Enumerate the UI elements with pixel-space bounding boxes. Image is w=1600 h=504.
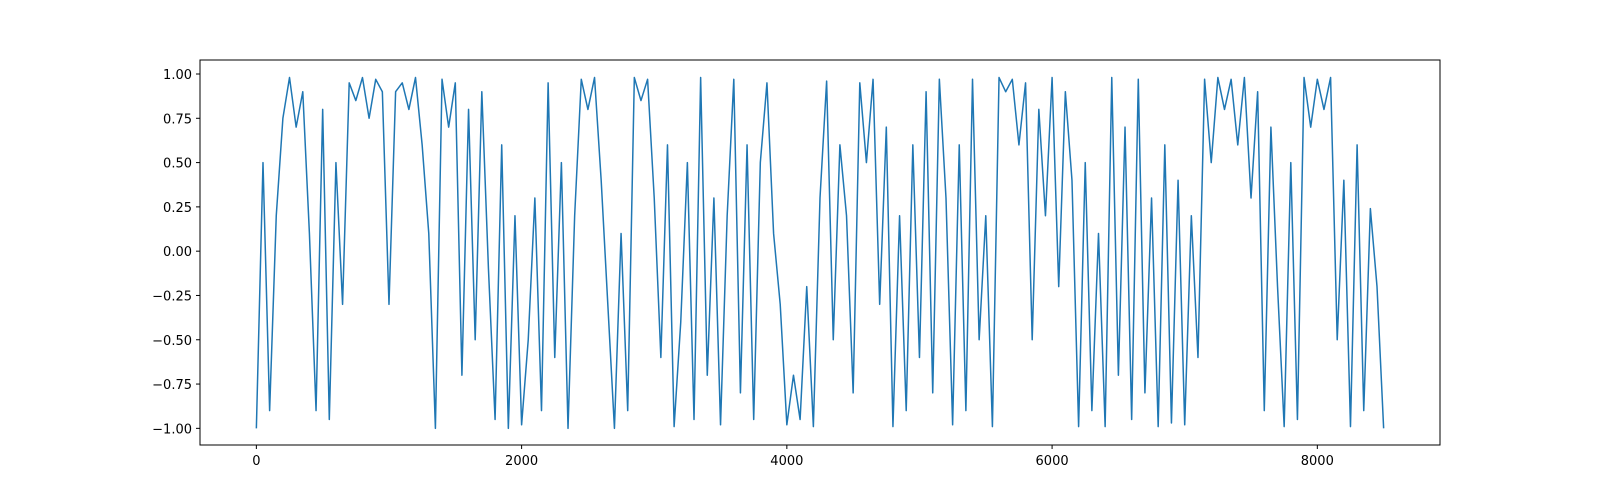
data-line — [255, 76, 1385, 430]
y-tick-label: 0.00 — [163, 245, 192, 260]
x-tick-label: 4000 — [770, 454, 803, 469]
x-tick-label: 2000 — [505, 454, 538, 469]
y-tick-label: −0.75 — [152, 378, 192, 393]
y-tick-label: 0.25 — [163, 201, 192, 216]
x-tick-label: 0 — [252, 454, 260, 469]
y-tick-label: 1.00 — [163, 68, 192, 83]
plot-frame — [199, 59, 1441, 446]
y-tick-label: 0.50 — [163, 157, 192, 172]
y-tick-label: −1.00 — [152, 422, 192, 437]
y-tick-label: −0.25 — [152, 289, 192, 304]
y-tick-label: −0.50 — [152, 334, 192, 349]
y-tick-label: 0.75 — [163, 112, 192, 127]
x-tick-label: 8000 — [1301, 454, 1334, 469]
x-tick-label: 6000 — [1036, 454, 1069, 469]
